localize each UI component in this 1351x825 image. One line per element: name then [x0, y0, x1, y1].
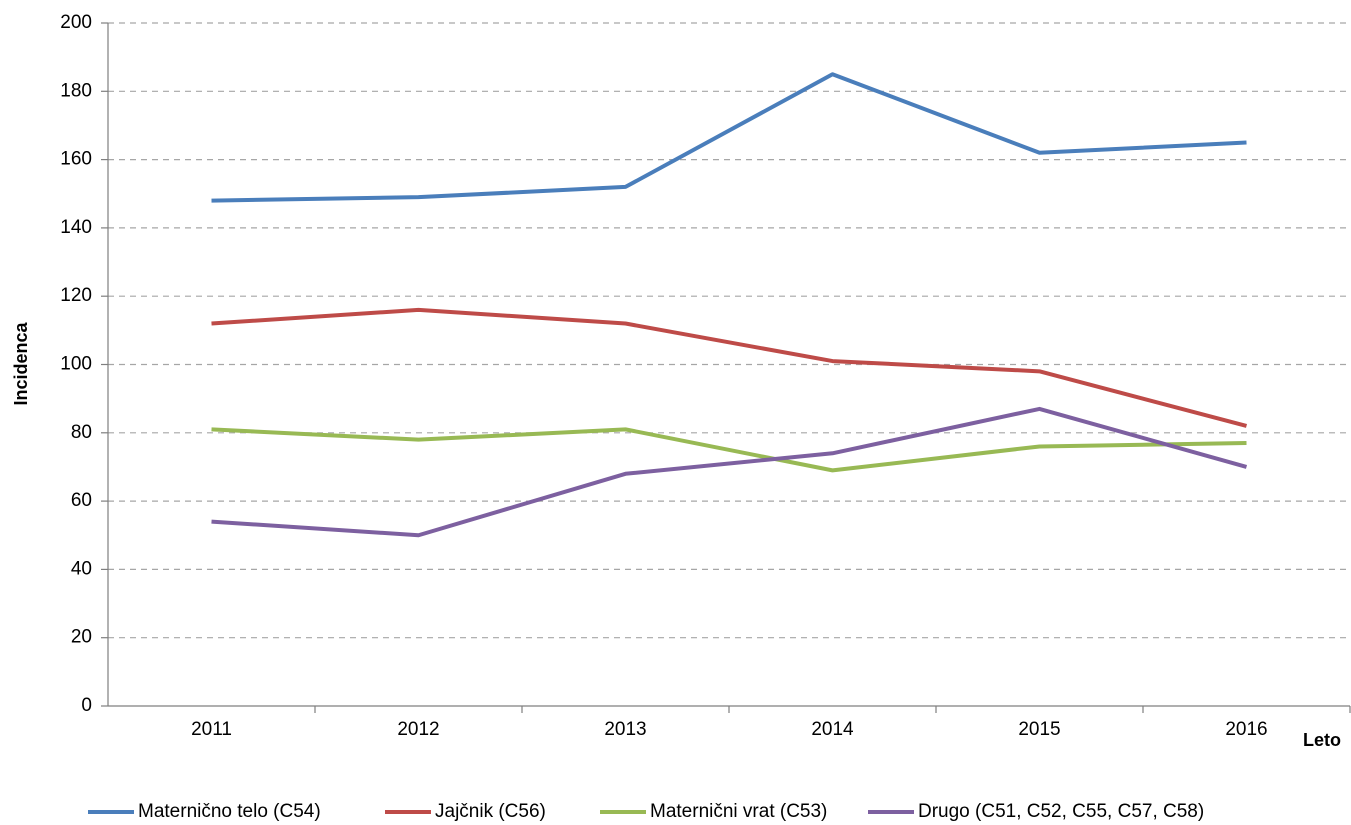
x-tick-label: 2014 [811, 719, 854, 740]
y-tick-label: 120 [60, 285, 92, 306]
legend-label: Maternični vrat (C53) [650, 801, 827, 822]
legend-label: Jajčnik (C56) [435, 801, 546, 822]
x-tick-label: 2013 [604, 719, 646, 740]
series-line [211, 72, 1247, 203]
y-tick-label: 160 [60, 149, 92, 170]
y-axis-label: Incidenca [11, 321, 31, 405]
x-tick-label: 2016 [1225, 719, 1267, 740]
y-tick-label: 80 [71, 422, 92, 443]
y-tick-label: 140 [60, 217, 92, 238]
y-tick-label: 60 [71, 490, 92, 511]
series-line [211, 427, 1247, 473]
y-tick-label: 0 [81, 695, 92, 716]
x-tick-label: 2011 [191, 719, 232, 740]
y-tick-label: 100 [60, 354, 92, 375]
y-tick-label: 20 [71, 627, 92, 648]
series-line [211, 406, 1248, 538]
y-tick-label: 180 [60, 80, 92, 101]
x-axis-label: Leto [1303, 730, 1341, 750]
legend-label: Maternično telo (C54) [138, 801, 321, 822]
legend-label: Drugo (C51, C52, C55, C57, C58) [918, 801, 1204, 822]
y-tick-label: 40 [71, 558, 92, 579]
x-tick-label: 2015 [1018, 719, 1060, 740]
y-tick-label: 200 [60, 12, 92, 33]
series-line [211, 307, 1248, 428]
x-tick-label: 2012 [397, 719, 439, 740]
